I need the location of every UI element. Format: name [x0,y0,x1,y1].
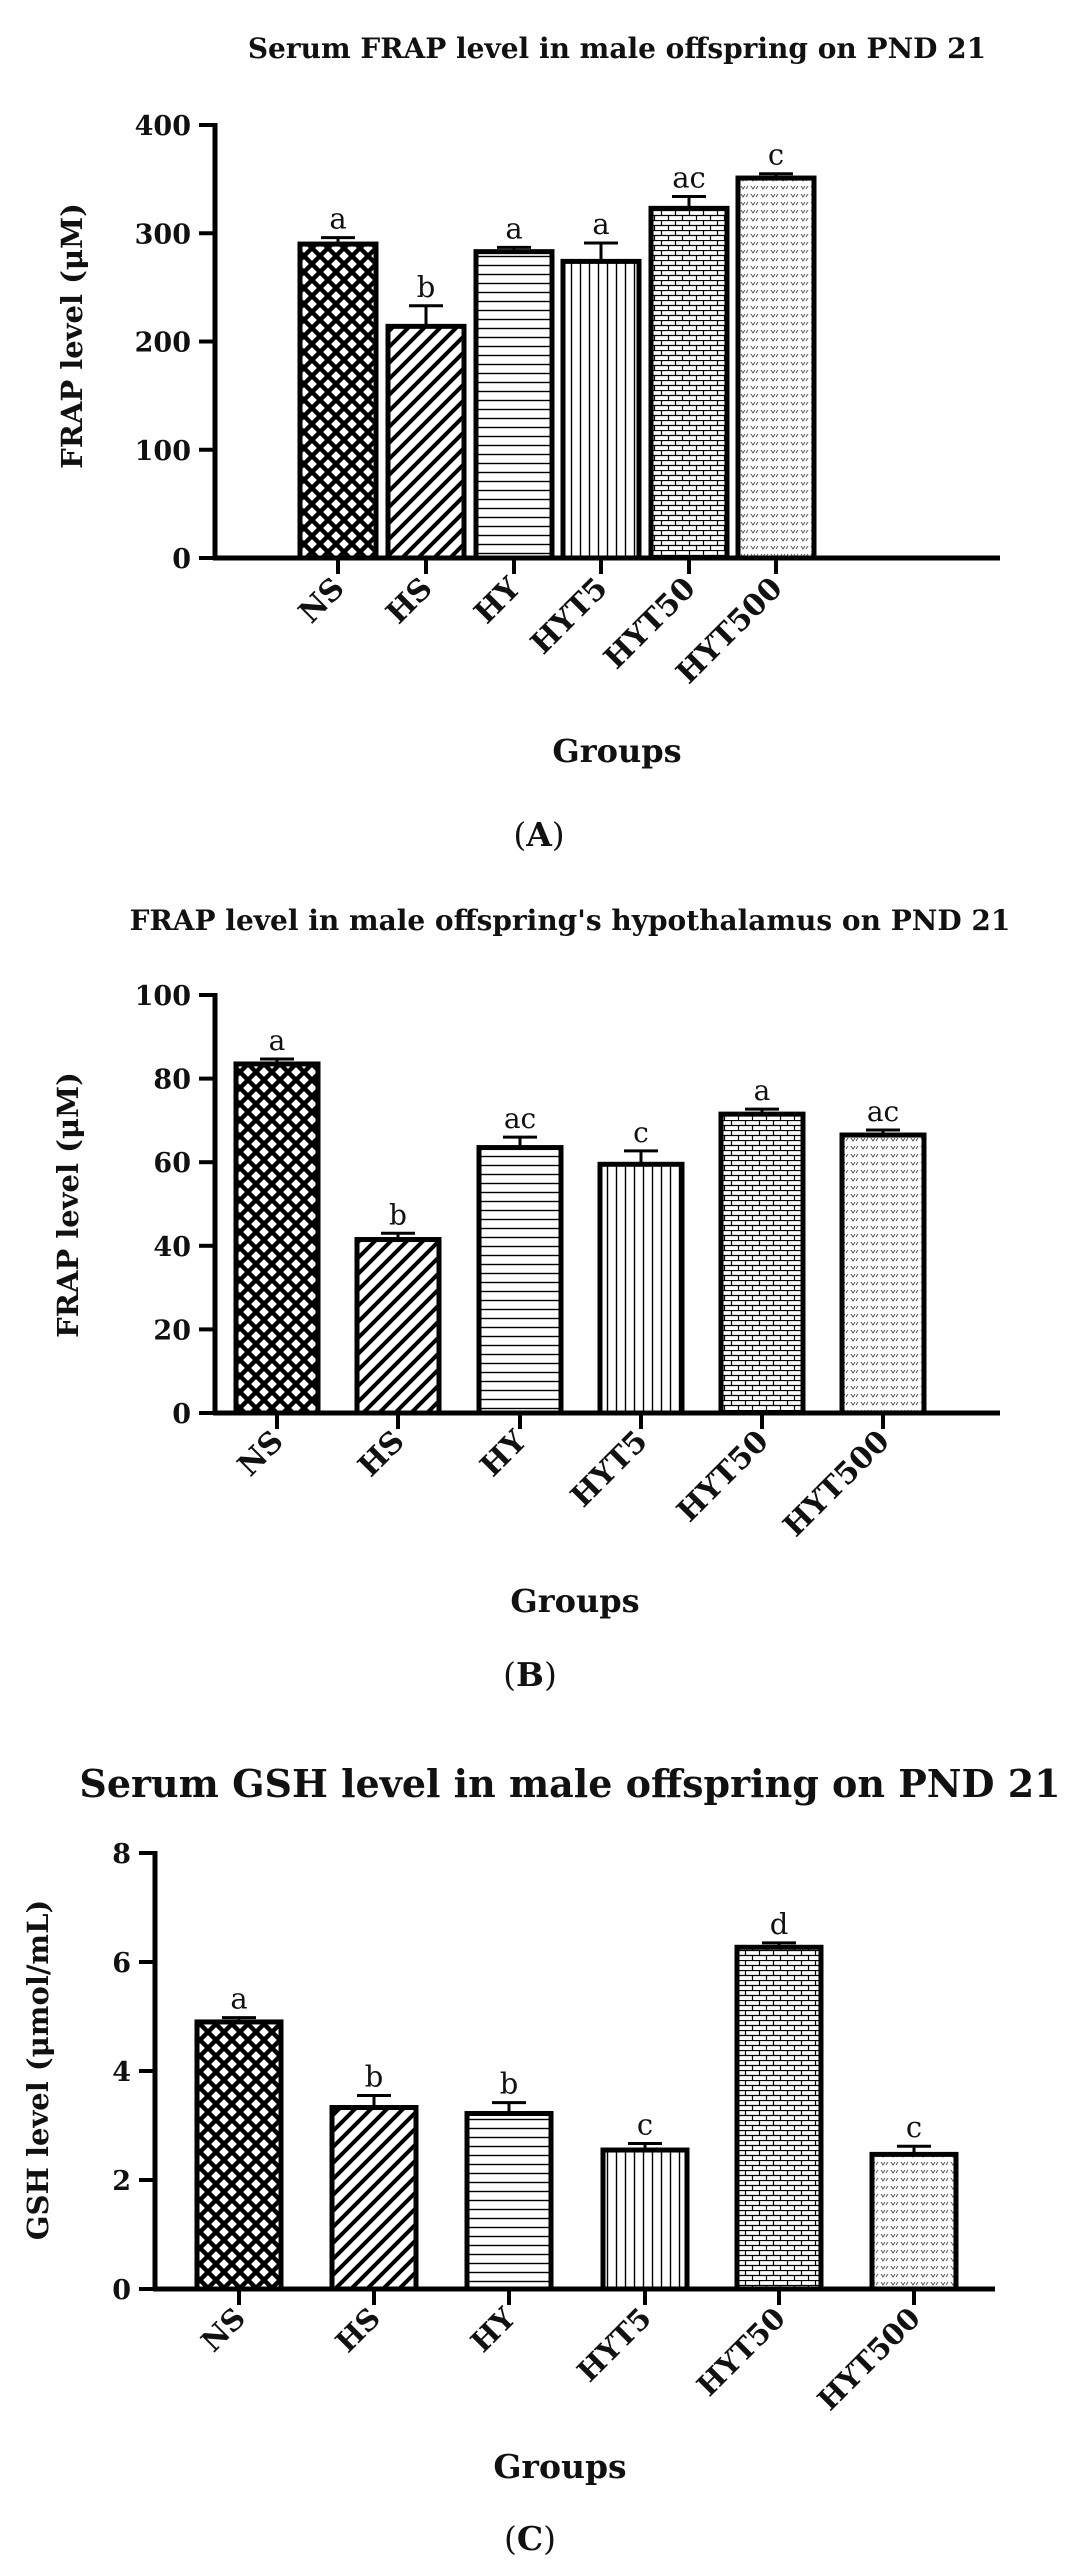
x-axis-label: Groups [510,1582,639,1620]
y-tick-label: 0 [172,544,191,575]
significance-label: c [637,2107,653,2141]
bar-hyt500 [839,1132,927,1416]
x-axis-label: Groups [552,732,681,770]
significance-label: a [269,1024,286,1057]
x-tick-label: NS [194,2301,252,2359]
y-tick-label: 400 [135,111,191,142]
significance-label: b [500,2067,519,2101]
bar-hs [385,323,467,561]
panel-label-c: (C) [504,2519,556,2558]
x-tick-label: HS [352,1424,412,1484]
chart-title: Serum GSH level in male offspring on PND… [79,1761,1060,1806]
y-tick-label: 0 [172,1399,191,1430]
y-axis-label: FRAP level (μM) [51,1072,85,1338]
bar-hyt50 [718,1111,806,1416]
significance-label: ac [504,1102,536,1135]
significance-label: b [417,270,436,304]
x-tick-label: HYT500 [777,1424,897,1544]
bar-hy [464,2111,554,2292]
chart-title: FRAP level in male offspring's hypothala… [130,904,1011,937]
significance-label: a [230,1982,247,2016]
bar-hyt500 [735,175,817,561]
y-tick-label: 8 [112,1839,131,1870]
significance-label: a [754,1074,771,1107]
chart-panel-b: FRAP level in male offspring's hypothala… [51,904,1010,1620]
significance-label: b [389,1198,407,1231]
bar-hyt50 [648,205,730,561]
x-tick-label: HS [329,2301,387,2359]
x-tick-label: HYT50 [690,2301,792,2403]
x-tick-label: HYT500 [811,2301,927,2417]
bar-ns [194,2019,284,2292]
y-tick-label: 200 [135,328,191,359]
panel-label-b: (B) [503,1655,557,1694]
y-tick-label: 6 [112,1948,131,1979]
x-tick-label: HY [464,2301,522,2359]
bar-hyt5 [560,258,642,561]
bar-ns [233,1061,321,1416]
bar-hy [473,249,555,561]
significance-label: a [505,211,522,245]
bar-hyt5 [597,1161,685,1416]
bar-hyt500 [869,2151,959,2292]
y-tick-label: 60 [153,1148,191,1179]
y-tick-label: 300 [135,219,191,250]
y-tick-label: 4 [112,2057,131,2088]
bar-ns [297,241,379,561]
y-axis-label: FRAP level (μM) [55,203,89,469]
y-axis-label: GSH level (μmol/mL) [21,1900,55,2240]
significance-label: a [592,207,609,241]
significance-label: ac [867,1095,899,1128]
y-tick-label: 2 [112,2166,131,2197]
y-tick-label: 100 [135,436,191,467]
x-tick-label: HY [468,570,528,630]
x-tick-label: HYT5 [564,1424,654,1514]
significance-label: b [365,2060,384,2094]
significance-label: c [906,2110,922,2144]
significance-label: c [633,1116,649,1149]
x-tick-label: HS [380,571,440,631]
bar-hyt5 [600,2147,690,2292]
significance-label: c [768,138,784,172]
significance-label: d [770,1907,789,1941]
bar-hyt50 [734,1944,824,2292]
y-tick-label: 40 [153,1232,191,1263]
x-tick-label: HYT50 [670,1424,775,1529]
bar-hs [354,1237,442,1416]
bar-hs [329,2105,419,2292]
x-tick-label: NS [292,571,351,630]
y-tick-label: 80 [153,1065,191,1096]
x-axis-label: Groups [493,2447,626,2486]
bar-hy [476,1145,564,1416]
x-tick-label: HY [474,1423,534,1483]
chart-panel-a: Serum FRAP level in male offspring on PN… [55,32,1000,770]
y-tick-label: 20 [153,1315,191,1346]
x-tick-label: NS [231,1424,290,1483]
significance-label: ac [672,160,706,194]
panel-label-a: (A) [513,815,564,854]
significance-label: a [329,202,346,236]
x-tick-label: HYT5 [570,2301,658,2389]
chart-panel-c: Serum GSH level in male offspring on PND… [21,1761,1061,2486]
y-tick-label: 100 [135,981,191,1012]
chart-title: Serum FRAP level in male offspring on PN… [248,32,986,65]
y-tick-label: 0 [112,2275,131,2306]
